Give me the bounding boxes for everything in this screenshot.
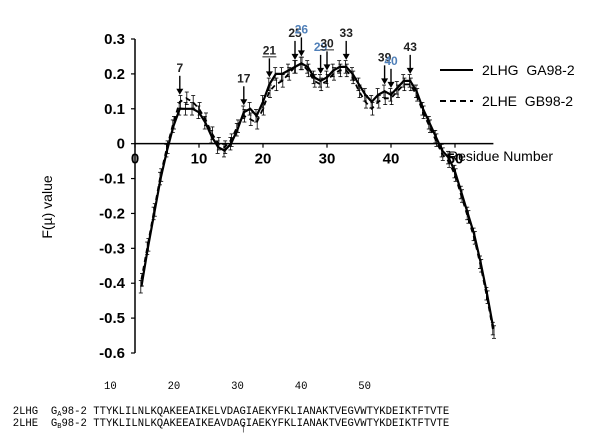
x-tick-label: 10: [191, 151, 208, 168]
annotation-arrow-head: [406, 67, 414, 74]
x-axis-label: Residue Number: [448, 148, 553, 164]
annotation-arrow-head: [381, 78, 389, 85]
annotation-43: 43: [404, 40, 418, 74]
y-tick-label: -0.5: [99, 310, 125, 327]
y-tick-label: -0.2: [99, 205, 125, 222]
y-tick-labels: 0.3 0.2 0.1 0 -0.1 -0.2 -0.3 -0.4 -0.5 -0.6: [99, 31, 135, 362]
sequence-index-marks: 10 20 30 40 50: [104, 381, 372, 393]
annotation-arrow-head: [342, 53, 350, 60]
sequence-row-seq: TTYKLILNLKQAKEEAIKEAVDAGIAEKYFKLIANAKTVE…: [93, 418, 450, 430]
series-1: [138, 56, 495, 336]
annotation-label: 26: [295, 22, 309, 36]
annotation-arrow-head: [297, 50, 305, 57]
sequence-row-id: 2LHE: [12, 418, 39, 430]
y-tick-label: -0.6: [99, 345, 125, 362]
series-line: [140, 62, 495, 329]
y-tick-label: -0.4: [99, 275, 126, 292]
legend-label-2: 2LHE GB98-2: [482, 93, 573, 109]
annotation-label: 25: [288, 26, 302, 40]
annotation-17: 17: [237, 71, 251, 106]
annotation-label: 30: [320, 36, 334, 50]
annotation-33: 33: [340, 26, 354, 60]
sequence-row-seq: TTYKLILNLKQAKEEAIKELVDAGIAEKYFKLIANAKTVE…: [93, 406, 450, 418]
annotation-label: 21: [263, 43, 277, 57]
annotation-label: 40: [384, 54, 398, 68]
annotation-arrow-head: [317, 67, 325, 74]
annotation-label: 17: [237, 71, 251, 85]
chart: 0.3 0.2 0.1 0 -0.1 -0.2 -0.3 -0.4 -0.5 -0.6 0 10 20…: [39, 22, 575, 362]
mutation-marker-arrow: ↑: [240, 420, 247, 435]
annotation-arrow-head: [323, 64, 331, 71]
annotation-arrow-head: [265, 71, 273, 78]
annotation-25: 25: [288, 26, 302, 60]
annotation-label: 33: [340, 26, 354, 40]
annotation-21: 21: [262, 43, 277, 78]
annotation-label: 7: [176, 61, 183, 75]
annotation-40: 40: [384, 54, 398, 88]
annotation-26: 26: [295, 22, 309, 57]
annotation-7: 7: [176, 61, 183, 95]
y-tick-label: -0.3: [99, 240, 125, 257]
annotation-label: 39: [378, 50, 392, 64]
y-axis-label: F(µ) value: [39, 175, 55, 239]
sequence-row-2lhg: 2LHG GA98-2 TTYKLILNLKQAKEEAIKELVDAGIAEK…: [0, 394, 450, 421]
y-tick-label: 0.3: [104, 31, 125, 48]
annotation-39: 39: [378, 50, 392, 85]
sequence-row-label: GB98-2: [50, 418, 87, 431]
y-tick-label: 0.2: [104, 66, 125, 83]
x-tick-labels: 01020304050: [131, 143, 463, 168]
legend-label-1: 2LHG GA98-2: [482, 62, 575, 78]
series-line: [140, 62, 495, 333]
annotation-arrow-head: [240, 99, 248, 106]
annotation-30: 30: [320, 36, 334, 71]
legend: 2LHG GA98-2 2LHE GB98-2: [440, 62, 575, 109]
annotation-arrow-head: [176, 88, 184, 95]
y-tick-label: 0: [117, 136, 125, 153]
annotation-arrow-head: [291, 53, 299, 60]
y-tick-label: 0.1: [104, 101, 125, 118]
x-tick-label: 20: [255, 151, 272, 168]
annotation-arrow-head: [387, 81, 395, 88]
x-tick-label: 30: [319, 151, 336, 168]
y-tick-label: -0.1: [99, 171, 125, 188]
series-2: [140, 56, 496, 339]
sequence-row-2lhe: 2LHE GB98-2 TTYKLILNLKQAKEEAIKEAVDAGIAEK…: [0, 406, 450, 433]
annotation-label: 43: [404, 40, 418, 54]
sequence-row-label: GA98-2: [50, 406, 87, 419]
x-tick-label: 40: [383, 151, 400, 168]
series-layer: [138, 56, 496, 339]
sequence-row-id: 2LHG: [12, 406, 39, 418]
